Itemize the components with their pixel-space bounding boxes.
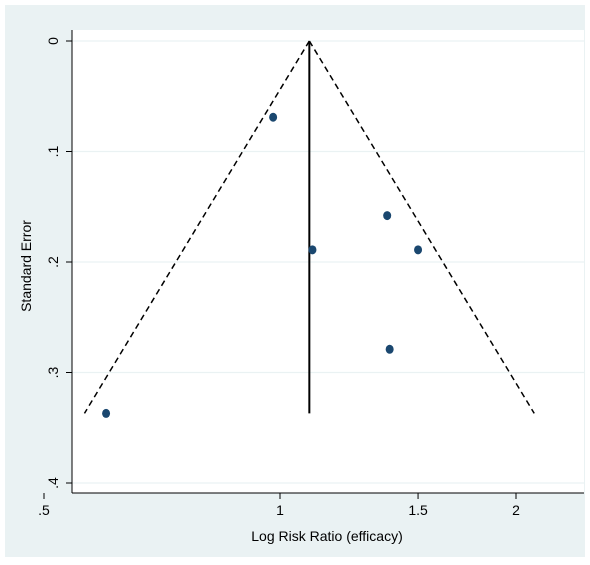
- data-point-3: [414, 245, 423, 255]
- y-axis: 0 .1 .2 .3 .4: [45, 30, 73, 493]
- data-points: [102, 112, 423, 418]
- funnel-lines: [83, 40, 535, 414]
- data-point-1: [383, 211, 392, 221]
- x-axis: .5 1 1.5 2: [38, 492, 584, 518]
- data-point-2: [308, 245, 317, 255]
- data-point-4: [385, 344, 394, 354]
- data-point-5: [102, 408, 111, 418]
- x-tick-label-2: 1.5: [408, 502, 428, 518]
- x-axis-title: Log Risk Ratio (efficacy): [251, 528, 402, 544]
- funnel-upper-bound: [308, 40, 535, 414]
- y-axis-title: Standard Error: [18, 220, 34, 312]
- y-tick-label-0: 0: [45, 37, 61, 45]
- data-point-0: [269, 112, 278, 122]
- x-tick-label-3: 2: [512, 502, 520, 518]
- y-tick-label-4: .4: [45, 477, 61, 489]
- x-tick-label-1: 1: [276, 502, 284, 518]
- gridlines: [72, 40, 584, 484]
- y-tick-label-1: .1: [45, 145, 61, 157]
- x-tick-label-0: .5: [38, 502, 50, 518]
- funnel-lower-bound: [83, 40, 310, 414]
- y-tick-label-3: .3: [45, 366, 61, 378]
- y-tick-label-2: .2: [45, 256, 61, 268]
